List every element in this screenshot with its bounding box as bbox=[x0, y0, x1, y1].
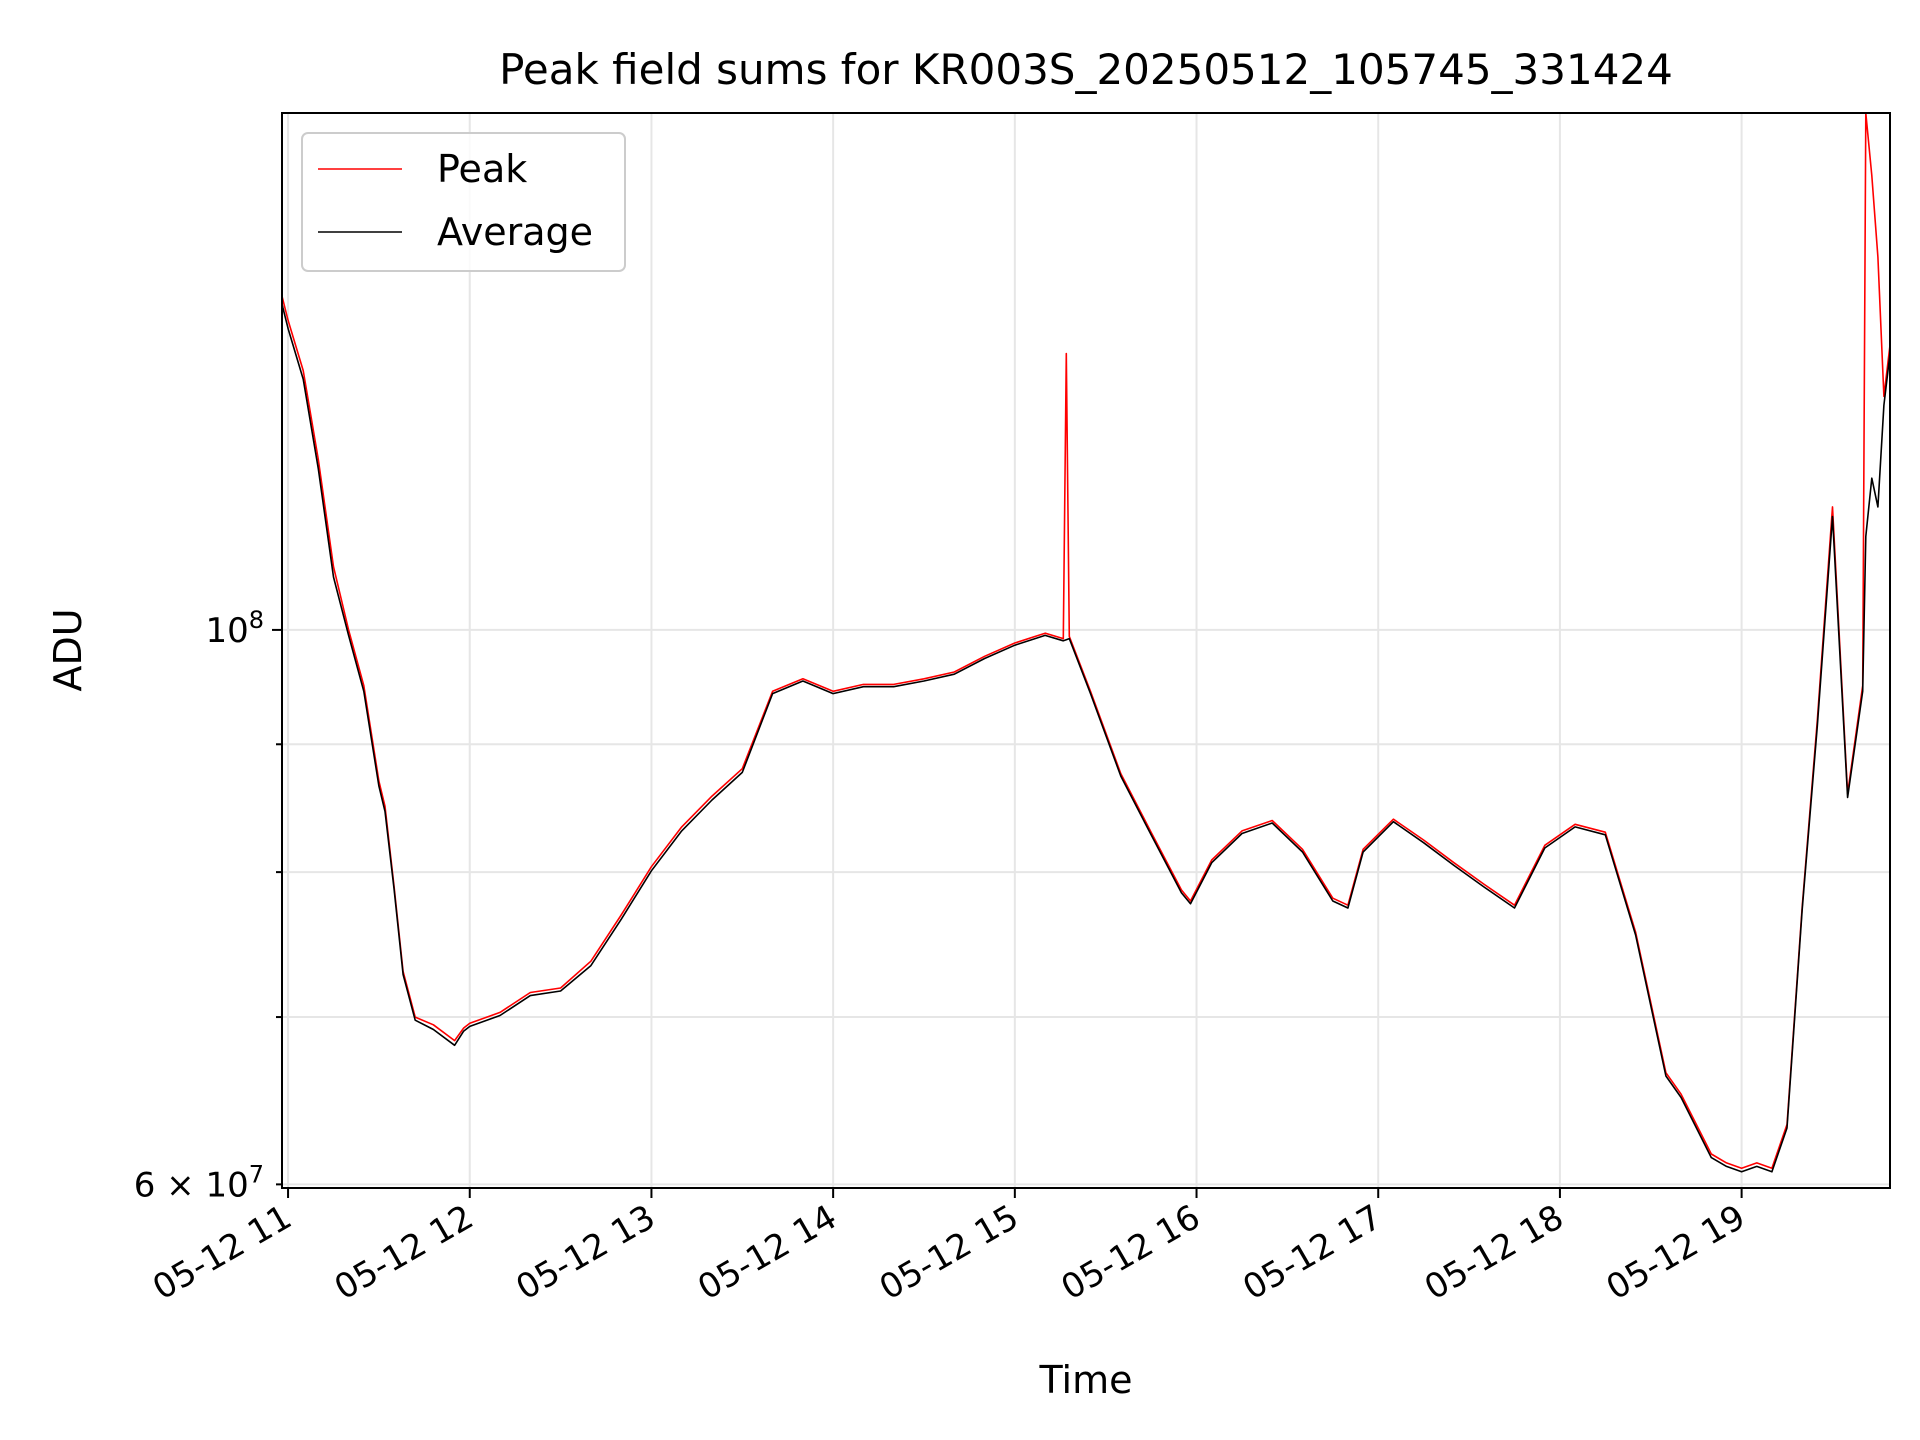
series-group bbox=[281, 112, 1891, 1173]
legend-label-peak: Peak bbox=[437, 147, 527, 191]
y-tick-mantissa: 6 × bbox=[134, 1165, 206, 1205]
chart-title: Peak field sums for KR003S_20250512_1057… bbox=[499, 45, 1673, 94]
y-axis-label: ADU bbox=[46, 608, 90, 691]
legend-box bbox=[301, 132, 626, 272]
legend: Peak Average bbox=[301, 132, 626, 272]
plot-frame bbox=[281, 112, 1891, 1189]
series-line-peak bbox=[281, 112, 1891, 1169]
y-tick-exponent: 7 bbox=[249, 1160, 264, 1188]
x-axis-label: Time bbox=[1039, 1358, 1133, 1402]
legend-label-average: Average bbox=[437, 210, 593, 254]
grid bbox=[282, 113, 1890, 1188]
y-tick-base: 10 bbox=[205, 611, 248, 651]
y-tick-base: 10 bbox=[205, 1165, 248, 1205]
series-line-average bbox=[281, 304, 1891, 1173]
y-tick-label: 108 bbox=[205, 606, 264, 651]
y-tick-exponent: 8 bbox=[249, 606, 264, 634]
y-tick-label: 6 × 107 bbox=[134, 1160, 264, 1205]
